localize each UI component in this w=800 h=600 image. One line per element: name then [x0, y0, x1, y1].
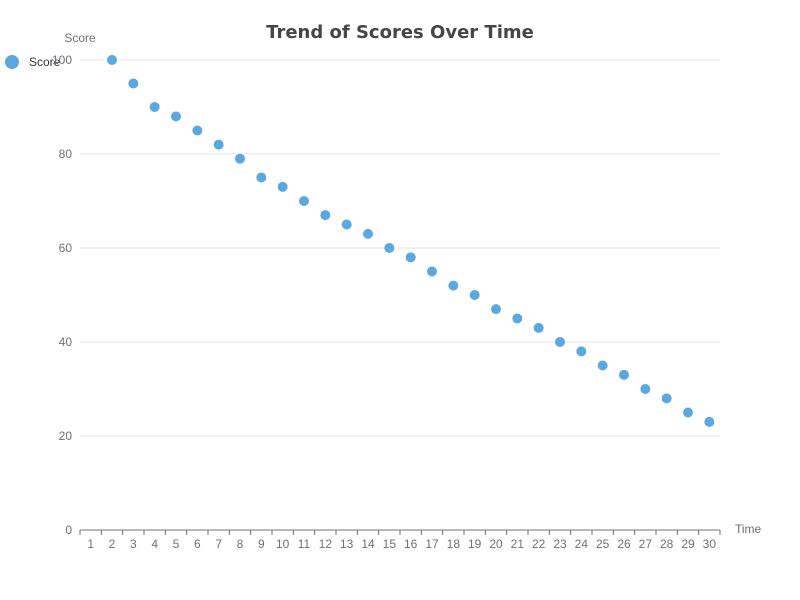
- data-point[interactable]: [341, 219, 352, 230]
- x-tick-label: 7: [215, 537, 222, 551]
- x-tick-label: 10: [276, 537, 290, 551]
- data-point[interactable]: [128, 78, 139, 89]
- y-tick-label: 100: [52, 53, 72, 67]
- x-tick-label: 23: [553, 537, 567, 551]
- y-tick-label: 40: [59, 335, 73, 349]
- data-point[interactable]: [299, 196, 309, 206]
- data-point[interactable]: [555, 337, 565, 347]
- x-tick-label: 3: [130, 537, 137, 551]
- x-tick-label: 4: [151, 537, 158, 551]
- data-point[interactable]: [320, 210, 331, 221]
- x-tick-label: 11: [298, 537, 311, 551]
- y-tick-label: 20: [59, 429, 73, 443]
- x-tick-label: 5: [173, 537, 180, 551]
- x-tick-label: 2: [109, 537, 116, 551]
- data-point[interactable]: [149, 102, 160, 112]
- x-tick-label: 17: [425, 537, 439, 551]
- x-tick-label: 15: [383, 537, 397, 551]
- data-point[interactable]: [640, 384, 651, 394]
- x-tick-label: 25: [596, 537, 610, 551]
- y-axis-name: Score: [64, 31, 96, 45]
- data-point[interactable]: [171, 111, 181, 122]
- data-point[interactable]: [235, 153, 245, 164]
- y-tick-label: 60: [59, 241, 73, 255]
- chart-title: Trend of Scores Over Time: [266, 22, 534, 43]
- y-axis-ticks: 0 20 40 60 80 100: [52, 53, 72, 537]
- data-point[interactable]: [363, 228, 373, 239]
- data-point[interactable]: [704, 416, 715, 427]
- data-point[interactable]: [384, 243, 395, 253]
- x-axis: [79, 529, 721, 535]
- data-point[interactable]: [576, 346, 587, 357]
- x-tick-label: 9: [258, 537, 265, 551]
- legend[interactable]: Score: [5, 55, 61, 69]
- data-point[interactable]: [619, 369, 629, 380]
- x-tick-label: 24: [575, 537, 589, 551]
- x-tick-label: 19: [468, 537, 482, 551]
- data-point[interactable]: [491, 304, 501, 315]
- data-point[interactable]: [405, 252, 416, 263]
- data-point[interactable]: [107, 55, 117, 65]
- x-tick-label: 1: [87, 537, 94, 551]
- data-point[interactable]: [533, 322, 544, 333]
- data-point[interactable]: [469, 290, 480, 300]
- x-tick-label: 13: [340, 537, 354, 551]
- x-tick-label: 20: [489, 537, 503, 551]
- data-point[interactable]: [512, 313, 523, 324]
- y-tick-label: 0: [65, 523, 72, 537]
- data-point[interactable]: [256, 172, 267, 183]
- x-axis-ticks: 1 2 3 4 5 6 7 8 9 10 11 12 13 14 15 16 17 18 19 20 21 22 23 24 2…: [87, 537, 716, 551]
- legend-marker-icon: [5, 55, 19, 69]
- x-tick-label: 26: [617, 537, 631, 551]
- data-point[interactable]: [213, 139, 224, 150]
- x-tick-label: 12: [319, 537, 333, 551]
- legend-label-score: Score: [29, 55, 61, 69]
- data-point[interactable]: [683, 407, 693, 418]
- data-point[interactable]: [192, 125, 203, 136]
- x-tick-label: 8: [237, 537, 244, 551]
- x-tick-label: 22: [532, 537, 546, 551]
- data-point[interactable]: [427, 266, 437, 277]
- x-tick-label: 18: [447, 537, 461, 551]
- x-tick-label: 30: [703, 537, 717, 551]
- x-axis-name: Time: [735, 522, 762, 536]
- data-point[interactable]: [277, 181, 288, 192]
- data-point[interactable]: [448, 280, 459, 291]
- gridlines: [80, 59, 720, 437]
- x-tick-label: 27: [639, 537, 653, 551]
- x-tick-label: 14: [361, 537, 375, 551]
- x-tick-label: 16: [404, 537, 418, 551]
- x-tick-label: 29: [681, 537, 695, 551]
- data-points[interactable]: [107, 55, 715, 427]
- data-point[interactable]: [597, 360, 608, 371]
- y-tick-label: 80: [59, 147, 73, 161]
- x-tick-label: 21: [511, 537, 525, 551]
- x-tick-label: 6: [194, 537, 201, 551]
- x-tick-label: 28: [660, 537, 674, 551]
- data-point[interactable]: [661, 393, 672, 404]
